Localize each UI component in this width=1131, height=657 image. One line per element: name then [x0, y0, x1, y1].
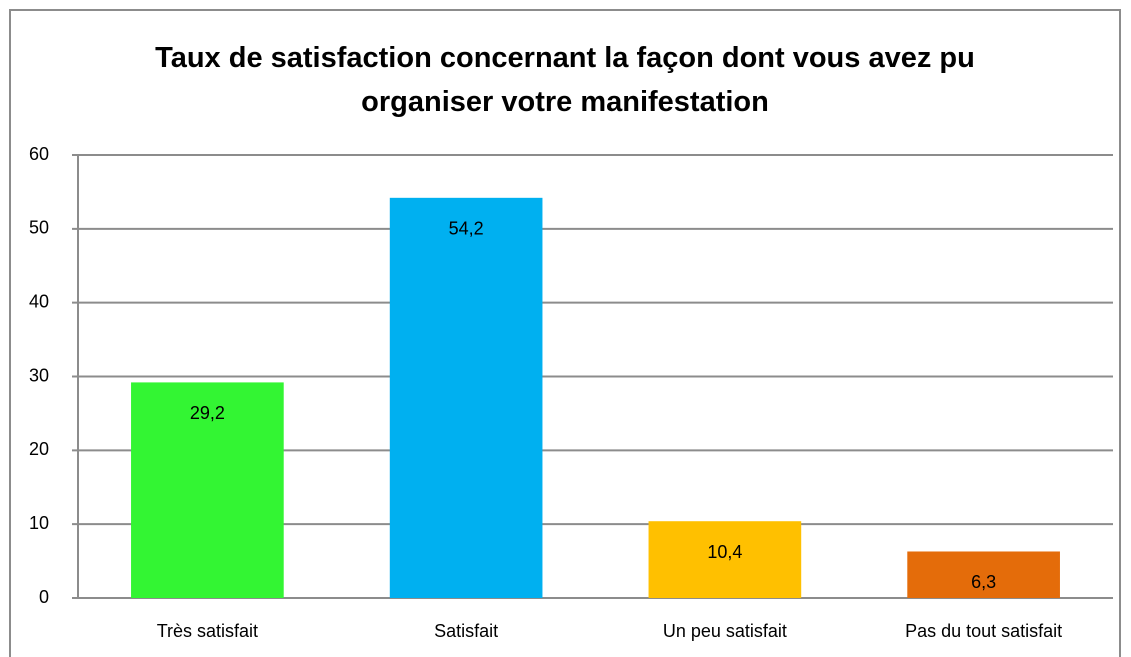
data-label: 54,2: [449, 219, 484, 239]
x-tick-label: Pas du tout satisfait: [905, 621, 1062, 641]
chart-title: Taux de satisfaction concernant la façon…: [155, 42, 975, 118]
y-tick-label: 20: [29, 439, 49, 459]
bar: [907, 551, 1060, 598]
y-tick-label: 40: [29, 291, 49, 311]
bar: [648, 521, 802, 598]
x-tick-label: Un peu satisfait: [663, 621, 787, 641]
y-tick-label: 60: [29, 144, 49, 164]
y-tick-label: 30: [29, 365, 49, 385]
x-tick-label: Satisfait: [434, 621, 498, 641]
chart-border: [9, 9, 1121, 657]
data-label: 10,4: [707, 542, 742, 562]
bar: [131, 382, 284, 598]
data-label: 29,2: [190, 403, 225, 423]
data-label: 6,3: [971, 572, 996, 592]
y-tick-label: 10: [29, 513, 49, 533]
x-tick-label: Très satisfait: [157, 621, 258, 641]
bar: [389, 197, 543, 598]
y-tick-label: 50: [29, 218, 49, 238]
y-tick-label: 0: [39, 587, 49, 607]
